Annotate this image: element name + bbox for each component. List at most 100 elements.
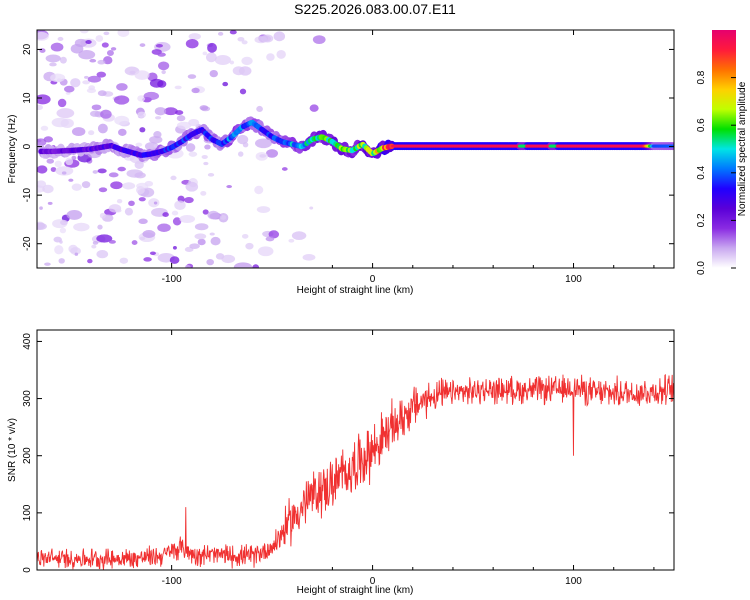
spectrogram-speckle — [59, 56, 67, 64]
spectrogram-speckle — [157, 223, 171, 233]
spectrogram-speckle — [88, 130, 95, 136]
spectrogram-speckle — [138, 218, 148, 224]
colorbar-tick-label: 0.4 — [696, 165, 707, 179]
spectrogram-speckle — [65, 157, 74, 166]
snr-series-line — [37, 373, 674, 570]
spectrogram-speckle — [50, 167, 57, 172]
spectrogram-speckle — [265, 149, 279, 158]
spectrogram-speckle — [155, 116, 162, 120]
snr-y-tick-label: 300 — [22, 390, 33, 407]
snr-y-tick-label: 400 — [22, 333, 33, 350]
spectrogram-speckle — [96, 250, 109, 259]
snr-y-tick-label: 0 — [22, 567, 33, 573]
spectrogram-speckle — [245, 242, 254, 250]
spectrogram-y-tick-label: -10 — [22, 187, 33, 202]
spectrogram-speckle — [37, 94, 51, 105]
snr-axes: -100 0 100 0 100 200 300 400 — [22, 330, 674, 587]
spectrogram-speckle — [57, 36, 64, 42]
spectrogram-speckle — [266, 53, 275, 61]
spectrogram-speckle — [191, 87, 200, 94]
spectrogram-speckle — [176, 115, 186, 122]
spectrogram-speckle — [149, 135, 163, 144]
spectrogram-speckle — [312, 35, 326, 45]
spectrogram-speckle — [39, 206, 43, 210]
spectrogram-speckle — [106, 50, 114, 56]
spectrogram-speckle — [188, 151, 198, 157]
spectrogram-x-tick-label: 100 — [565, 274, 582, 285]
spectrogram-speckle — [71, 183, 82, 191]
spectrogram-speckle — [37, 139, 42, 143]
spectrogram-speckle — [197, 238, 206, 246]
spectrogram-speckle — [91, 244, 97, 249]
snr-background — [37, 330, 674, 570]
colorbar-tick-label: 0.2 — [696, 213, 707, 227]
spectrogram-speckle — [87, 258, 93, 264]
spectrogram-speckle — [97, 224, 103, 230]
spectrogram-speckle — [172, 245, 177, 250]
spectrogram-speckle — [204, 144, 211, 150]
spectrogram-speckle — [221, 254, 236, 264]
spectrogram-speckle — [45, 54, 61, 63]
spectrogram-speckle — [268, 230, 280, 239]
spectrogram-speckle — [273, 31, 286, 42]
spectrogram-speckle — [139, 236, 146, 241]
spectrogram-speckle — [54, 160, 62, 168]
spectrogram-speckle — [99, 212, 106, 219]
spectrogram-speckle — [161, 70, 166, 75]
spectrogram-speckle — [265, 236, 275, 242]
spectrogram-speckle — [58, 258, 65, 264]
spectrogram-speckle — [70, 247, 81, 255]
spectrogram-speckle — [108, 239, 116, 244]
spectrogram-speckle — [252, 264, 260, 268]
spectrogram-speckle — [149, 78, 164, 88]
spectrogram-speckle — [78, 49, 96, 60]
spectrogram-speckle — [49, 62, 57, 67]
spectrogram-speckle — [110, 47, 117, 51]
spectrogram-speckle — [110, 181, 123, 190]
spectrogram-speckle — [37, 180, 47, 188]
spectrogram-speckle — [50, 42, 64, 52]
spectrogram-speckle — [137, 95, 146, 102]
spectrogram-speckle — [154, 107, 167, 116]
spectrogram-speckle — [96, 71, 107, 78]
spectrogram-speckle — [50, 73, 66, 83]
spectrogram-speckle — [114, 208, 122, 213]
spectrogram-speckle — [134, 70, 150, 80]
spectrogram-speckle — [281, 167, 288, 171]
spectrogram-speckle — [233, 262, 253, 268]
spectrogram-speckle — [302, 254, 316, 261]
spectrogram-speckle — [56, 108, 75, 119]
colorbar-label: Normalized spectral amplitude — [737, 81, 748, 216]
spectrogram-speckle — [64, 85, 75, 93]
spectrogram-speckle — [96, 234, 113, 243]
spectrogram-speckle — [81, 181, 91, 189]
spectrogram-speckle — [291, 231, 307, 241]
spectrogram-speckle — [232, 66, 245, 76]
spectrogram-speckle — [276, 50, 286, 59]
spectrogram-speckle — [97, 168, 107, 174]
spectrogram-speckle — [170, 175, 177, 181]
colorbar-tick-label: 0.8 — [696, 70, 707, 84]
spectrogram-speckle — [203, 161, 209, 166]
spectrogram-speckle — [237, 134, 249, 145]
spectrogram-speckle — [46, 158, 55, 164]
spectrogram-speckle — [136, 186, 145, 195]
snr-x-tick-label: 100 — [565, 576, 582, 587]
spectrogram-speckle — [98, 187, 108, 193]
spectrogram-speckle — [60, 219, 68, 226]
spectrogram-speckle — [91, 104, 102, 111]
snr-x-axis-label: Height of straight line (km) — [297, 585, 414, 596]
spectrogram-speckle — [37, 165, 48, 174]
spectrogram-speckle — [92, 170, 98, 174]
spectrogram-speckle — [142, 230, 156, 238]
spectrogram-speckle — [82, 80, 90, 85]
spectrogram-speckle — [241, 40, 248, 45]
spectrogram-speckle — [122, 182, 136, 190]
spectrogram-speckle — [103, 31, 110, 36]
spectrogram-speckle — [148, 198, 160, 208]
spectrogram-speckle — [37, 222, 47, 231]
spectrogram-speckle — [128, 200, 135, 207]
